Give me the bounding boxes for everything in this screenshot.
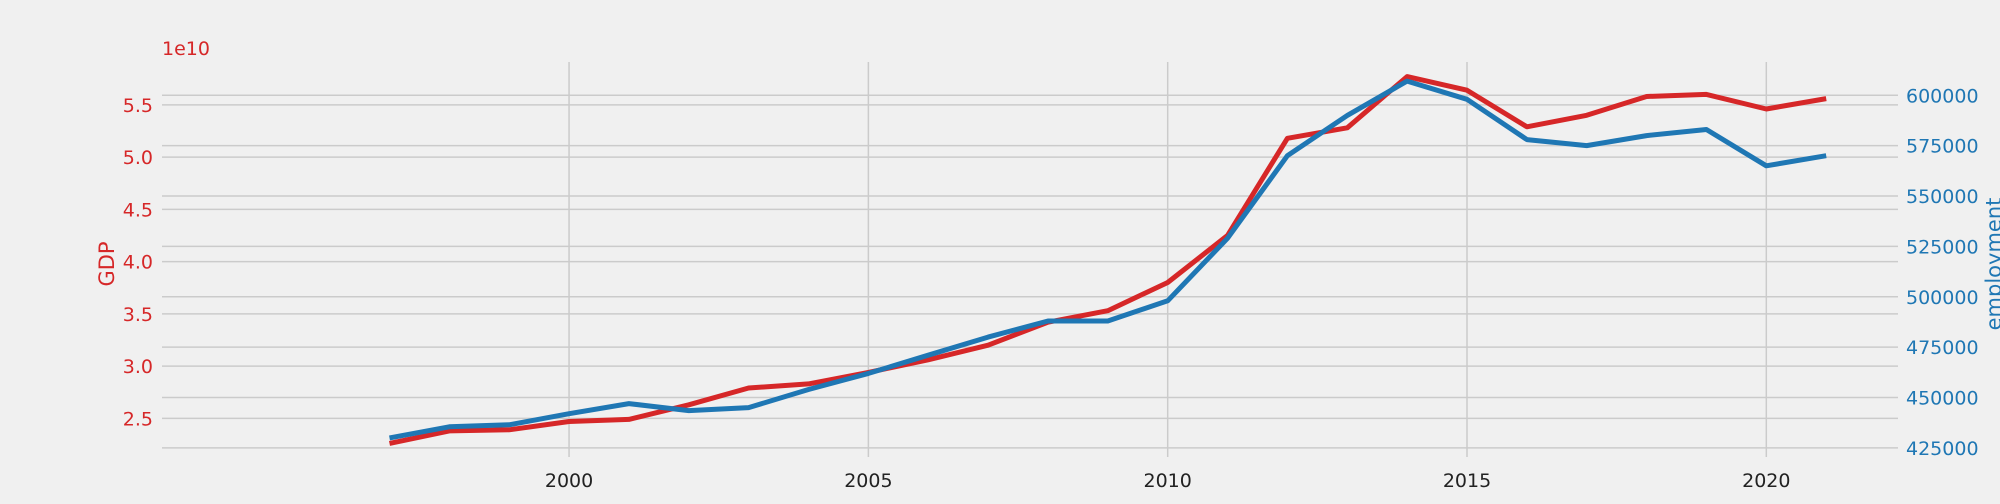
y-left-tick-label: 5.5 (123, 95, 153, 117)
y-right-tick-label: 450000 (1906, 388, 1979, 410)
y-right-tick-label: 550000 (1906, 186, 1979, 208)
GDP-line (388, 74, 1827, 446)
y-left-tick-label: 4.5 (123, 199, 153, 221)
y-right-tick-label: 600000 (1906, 85, 1979, 107)
y-left-tick-label: 2.5 (123, 408, 153, 430)
y-left-axis-label: GDP (95, 241, 119, 286)
grid (162, 62, 1898, 457)
series (388, 74, 1827, 446)
y-left-tick-label: 3.5 (123, 304, 153, 326)
y-right-tick-label: 425000 (1906, 438, 1979, 460)
y-right-tick-label: 575000 (1906, 136, 1979, 158)
axes: 2000 2005 2010 2015 2020 2.5 3.0 3.5 4.0 4.5 5.0 5.… (123, 85, 1979, 492)
y-left-tick-label: 3.0 (123, 356, 153, 378)
y-right-tick-label: 475000 (1906, 337, 1979, 359)
y-left-offset-text: 1e10 (162, 38, 210, 60)
x-tick-label: 2010 (1144, 470, 1192, 492)
y-left-tick-label: 5.0 (123, 147, 153, 169)
y-left-tick-label: 4.0 (123, 252, 153, 274)
y-right-tick-label: 525000 (1906, 236, 1979, 258)
y-right-tick-label: 500000 (1906, 287, 1979, 309)
y-right-axis-label: employment (1982, 198, 2000, 331)
x-tick-label: 2000 (545, 470, 593, 492)
x-tick-label: 2020 (1742, 470, 1790, 492)
x-tick-label: 2005 (844, 470, 892, 492)
employment-line (389, 78, 1827, 441)
x-tick-label: 2015 (1443, 470, 1491, 492)
